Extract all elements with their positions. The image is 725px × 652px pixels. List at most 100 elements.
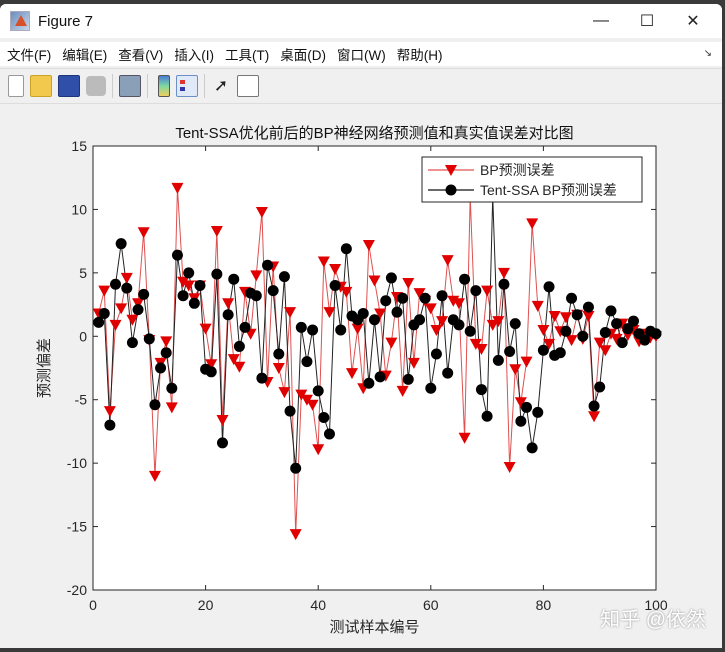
data-point[interactable]: [521, 401, 533, 413]
menu-edit[interactable]: 编辑(E): [62, 48, 108, 63]
data-point[interactable]: [211, 268, 223, 280]
data-point[interactable]: [509, 318, 521, 330]
data-point[interactable]: [565, 335, 578, 347]
data-point[interactable]: [599, 345, 612, 357]
data-point[interactable]: [593, 337, 606, 349]
data-point[interactable]: [452, 298, 465, 310]
data-point[interactable]: [616, 337, 628, 349]
data-point[interactable]: [548, 310, 561, 322]
data-point[interactable]: [216, 415, 229, 427]
data-point[interactable]: [278, 387, 291, 399]
data-point[interactable]: [109, 319, 122, 331]
data-point[interactable]: [312, 444, 325, 456]
data-point[interactable]: [98, 285, 111, 297]
data-point[interactable]: [442, 367, 454, 379]
legend-icon[interactable]: [176, 75, 198, 97]
data-point[interactable]: [295, 321, 307, 333]
data-point[interactable]: [425, 382, 437, 394]
data-point[interactable]: [250, 290, 262, 302]
data-point[interactable]: [402, 278, 415, 290]
data-point[interactable]: [335, 324, 347, 336]
data-point[interactable]: [526, 442, 538, 454]
data-point[interactable]: [132, 304, 144, 316]
data-point[interactable]: [340, 243, 352, 255]
data-point[interactable]: [514, 397, 527, 409]
maximize-button[interactable]: ☐: [639, 13, 655, 30]
data-point[interactable]: [194, 280, 206, 292]
data-point[interactable]: [222, 298, 235, 310]
data-point[interactable]: [318, 411, 330, 423]
data-point[interactable]: [622, 323, 634, 335]
data-point[interactable]: [362, 239, 375, 251]
data-point[interactable]: [559, 312, 572, 324]
data-point[interactable]: [380, 295, 392, 307]
data-point[interactable]: [345, 368, 358, 380]
data-point[interactable]: [374, 308, 387, 320]
title-bar[interactable]: Figure 7 — ☐ ✕: [0, 4, 722, 38]
data-point[interactable]: [239, 321, 251, 333]
data-point[interactable]: [149, 399, 161, 411]
data-point[interactable]: [216, 437, 228, 449]
data-point[interactable]: [273, 348, 285, 360]
data-point[interactable]: [120, 272, 133, 284]
data-point[interactable]: [582, 310, 595, 322]
data-point[interactable]: [363, 377, 375, 389]
data-point[interactable]: [171, 249, 183, 261]
menu-insert[interactable]: 插入(I): [174, 48, 214, 63]
data-point[interactable]: [93, 316, 105, 328]
data-point[interactable]: [436, 290, 448, 302]
data-point[interactable]: [183, 267, 195, 279]
data-point[interactable]: [160, 347, 172, 359]
data-point[interactable]: [126, 337, 138, 349]
data-point[interactable]: [205, 366, 217, 378]
data-point[interactable]: [110, 278, 122, 290]
data-point[interactable]: [424, 303, 437, 315]
data-point[interactable]: [470, 285, 482, 297]
property-inspector-icon[interactable]: [237, 75, 259, 97]
data-point[interactable]: [560, 325, 572, 337]
menu-tools[interactable]: 工具(T): [225, 48, 270, 63]
data-point[interactable]: [205, 359, 218, 371]
data-point[interactable]: [301, 356, 313, 368]
data-point[interactable]: [143, 333, 155, 345]
data-point[interactable]: [509, 364, 522, 376]
open-file-icon[interactable]: [30, 75, 52, 97]
data-point[interactable]: [126, 314, 139, 326]
data-point[interactable]: [464, 325, 476, 337]
data-point[interactable]: [605, 305, 617, 317]
data-point[interactable]: [577, 330, 589, 342]
data-point[interactable]: [414, 314, 426, 326]
data-point[interactable]: [419, 292, 431, 304]
data-point[interactable]: [137, 227, 150, 239]
data-point[interactable]: [627, 315, 639, 327]
data-point[interactable]: [459, 273, 471, 285]
data-point[interactable]: [532, 406, 544, 418]
menu-desktop[interactable]: 桌面(D): [280, 48, 326, 63]
menu-file[interactable]: 文件(F): [7, 48, 52, 63]
data-point[interactable]: [284, 307, 297, 319]
save-icon[interactable]: [58, 75, 80, 97]
data-point[interactable]: [228, 273, 240, 285]
data-point[interactable]: [441, 255, 454, 267]
data-point[interactable]: [104, 419, 116, 431]
data-point[interactable]: [351, 323, 364, 335]
data-point[interactable]: [317, 256, 330, 268]
data-point[interactable]: [340, 286, 353, 298]
data-point[interactable]: [492, 316, 505, 328]
data-point[interactable]: [233, 361, 246, 373]
data-point[interactable]: [148, 470, 161, 482]
data-point[interactable]: [475, 384, 487, 396]
data-point[interactable]: [543, 281, 555, 293]
data-point[interactable]: [182, 280, 195, 292]
data-point[interactable]: [166, 382, 178, 394]
data-point[interactable]: [357, 307, 369, 319]
new-figure-icon[interactable]: [8, 75, 24, 97]
data-point[interactable]: [430, 324, 443, 336]
data-point[interactable]: [458, 432, 471, 444]
data-point[interactable]: [329, 280, 341, 292]
data-point[interactable]: [255, 206, 268, 218]
data-point[interactable]: [289, 529, 302, 541]
data-point[interactable]: [588, 411, 601, 423]
data-point[interactable]: [103, 406, 116, 418]
data-point[interactable]: [475, 343, 488, 355]
